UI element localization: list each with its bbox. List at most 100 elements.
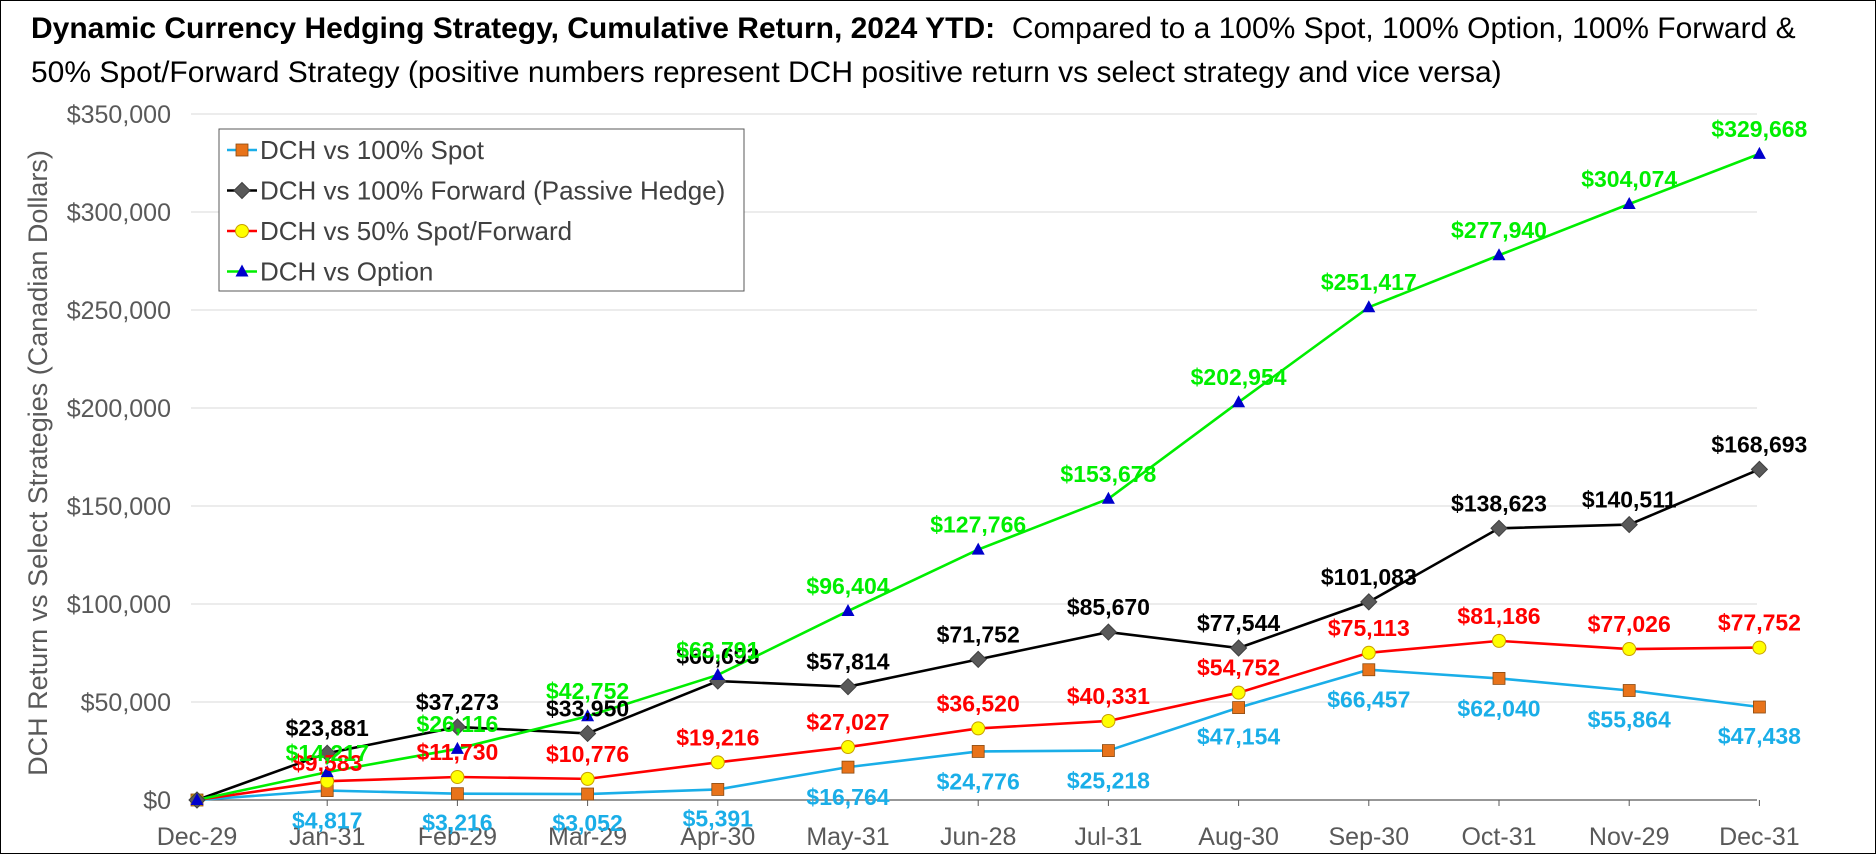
data-label-dch-vs-100-forward-passive-hedge: $138,623 bbox=[1451, 490, 1547, 516]
data-point-dch-vs-100-spot bbox=[971, 745, 985, 758]
data-point-dch-vs-option bbox=[1232, 395, 1246, 408]
data-label-dch-vs-option: $14,217 bbox=[286, 740, 369, 766]
data-point-dch-vs-option bbox=[841, 604, 855, 617]
data-point-dch-vs-100-forward-passive-hedge bbox=[448, 718, 467, 736]
data-point-dch-vs-100-spot bbox=[841, 760, 855, 774]
data-point-dch-vs-50-spot-forward bbox=[450, 770, 465, 785]
data-label-dch-vs-100-spot: $5,391 bbox=[683, 805, 754, 831]
data-label-dch-vs-option: $202,954 bbox=[1191, 364, 1287, 390]
data-point-dch-vs-100-forward-passive-hedge bbox=[969, 650, 987, 669]
data-point-dch-vs-100-spot bbox=[1102, 744, 1115, 757]
data-point-dch-vs-50-spot-forward bbox=[1752, 640, 1767, 655]
legend-entry-dch-vs-option: DCH vs Option bbox=[260, 257, 433, 287]
data-label-dch-vs-50-spot-forward: $77,026 bbox=[1588, 611, 1671, 637]
x-tick-label: Feb-29 bbox=[418, 823, 497, 851]
data-point-dch-vs-100-forward-passive-hedge bbox=[318, 744, 336, 762]
data-point-dch-vs-100-forward-passive-hedge bbox=[839, 677, 857, 696]
x-tick-label: Jul-31 bbox=[1074, 823, 1142, 851]
data-label-dch-vs-option: $26,116 bbox=[416, 711, 498, 737]
data-label-dch-vs-100-spot: $66,457 bbox=[1327, 687, 1410, 713]
data-point-dch-vs-100-spot bbox=[1753, 700, 1766, 714]
data-point-dch-vs-100-forward-passive-hedge bbox=[1490, 519, 1508, 538]
legend: DCH vs 100% Spot DCH vs 100% Forward (Pas… bbox=[218, 128, 745, 292]
data-point-dch-vs-50-spot-forward bbox=[1361, 645, 1376, 660]
data-label-dch-vs-option: $63,791 bbox=[676, 637, 759, 663]
data-label-dch-vs-100-forward-passive-hedge: $57,814 bbox=[806, 649, 889, 675]
data-label-dch-vs-option: $153,678 bbox=[1060, 461, 1156, 487]
x-tick-label: Oct-31 bbox=[1461, 823, 1536, 851]
data-point-dch-vs-option bbox=[1752, 146, 1766, 159]
y-axis-ticks: $0 $50,000 $100,000 $150,000 $200,000 $250,00… bbox=[67, 101, 171, 815]
data-label-dch-vs-100-spot: $62,040 bbox=[1457, 695, 1540, 721]
data-point-dch-vs-option bbox=[1362, 300, 1376, 313]
data-label-dch-vs-100-forward-passive-hedge: $85,670 bbox=[1067, 594, 1150, 620]
data-point-dch-vs-option bbox=[1101, 491, 1115, 504]
x-axis-ticks: Dec-29 Jan-31 Feb-29 Mar-29 Apr-30 May-31 Jun-… bbox=[157, 799, 1800, 851]
data-point-dch-vs-50-spot-forward bbox=[580, 771, 595, 786]
data-point-dch-vs-100-forward-passive-hedge bbox=[1750, 460, 1769, 479]
data-label-dch-vs-100-spot: $24,776 bbox=[937, 768, 1020, 794]
x-tick-label: Dec-29 bbox=[157, 823, 238, 851]
data-label-dch-vs-50-spot-forward: $77,752 bbox=[1718, 610, 1801, 636]
data-point-dch-vs-100-spot bbox=[711, 783, 725, 796]
data-point-dch-vs-option bbox=[190, 793, 204, 805]
x-tick-label: Jun-28 bbox=[940, 823, 1016, 851]
x-tick-label: Mar-29 bbox=[548, 823, 627, 851]
data-point-dch-vs-option bbox=[1622, 197, 1636, 210]
data-point-dch-vs-50-spot-forward bbox=[1492, 633, 1506, 648]
data-label-dch-vs-50-spot-forward: $19,216 bbox=[676, 724, 759, 750]
series-markers bbox=[188, 146, 1769, 809]
data-point-dch-vs-50-spot-forward bbox=[710, 755, 725, 770]
data-label-dch-vs-100-spot: $47,154 bbox=[1197, 724, 1280, 750]
data-label-dch-vs-option: $329,668 bbox=[1711, 116, 1807, 142]
legend-swatch-marker-dch-vs-50-spot-forward bbox=[235, 224, 249, 238]
data-label-dch-vs-option: $251,417 bbox=[1321, 269, 1417, 295]
data-label-dch-vs-100-forward-passive-hedge: $101,083 bbox=[1321, 564, 1417, 590]
legend-entry-dch-vs-50-spot-forward: DCH vs 50% Spot/Forward bbox=[260, 216, 572, 246]
data-label-dch-vs-100-spot: $3,216 bbox=[422, 810, 492, 836]
data-label-dch-vs-100-forward-passive-hedge: $60,693 bbox=[676, 643, 759, 669]
data-point-dch-vs-100-spot bbox=[1492, 672, 1506, 685]
data-point-dch-vs-50-spot-forward bbox=[1101, 713, 1116, 728]
data-point-dch-vs-option bbox=[971, 542, 985, 555]
data-label-dch-vs-100-forward-passive-hedge: $71,752 bbox=[937, 621, 1020, 647]
data-point-dch-vs-100-forward-passive-hedge bbox=[1229, 639, 1248, 657]
data-point-dch-vs-100-spot bbox=[1362, 663, 1376, 677]
data-label-dch-vs-50-spot-forward: $36,520 bbox=[937, 690, 1020, 716]
data-label-dch-vs-option: $277,940 bbox=[1451, 217, 1547, 243]
x-tick-label: Dec-31 bbox=[1719, 823, 1800, 851]
data-point-dch-vs-option bbox=[1492, 248, 1506, 261]
x-tick-label: Sep-30 bbox=[1328, 823, 1409, 851]
data-point-dch-vs-100-spot bbox=[450, 787, 464, 801]
chart-title-bold: Dynamic Currency Hedging Strategy, Cumul… bbox=[31, 12, 996, 45]
data-point-dch-vs-option bbox=[581, 709, 595, 722]
data-label-dch-vs-option: $304,074 bbox=[1581, 166, 1677, 192]
legend-entry-dch-vs-100-forward-passive-hedge: DCH vs 100% Forward (Passive Hedge) bbox=[260, 176, 725, 206]
data-point-dch-vs-option bbox=[711, 667, 725, 680]
data-label-dch-vs-50-spot-forward: $9,583 bbox=[292, 750, 362, 776]
data-point-dch-vs-100-forward-passive-hedge bbox=[1620, 515, 1638, 534]
data-labels: $4,817 $3,216 $3,052 $5,391 $16,764 $24,776 $2… bbox=[286, 116, 1808, 836]
x-tick-label: Apr-30 bbox=[680, 823, 755, 851]
data-label-dch-vs-50-spot-forward: $11,730 bbox=[416, 739, 498, 765]
data-point-dch-vs-100-spot bbox=[581, 787, 594, 801]
data-point-dch-vs-100-spot bbox=[1622, 684, 1636, 697]
y-tick-label: $0 bbox=[143, 787, 171, 815]
data-label-dch-vs-100-spot: $3,052 bbox=[552, 810, 622, 836]
y-tick-label: $250,000 bbox=[67, 297, 171, 325]
data-label-dch-vs-100-forward-passive-hedge: $168,693 bbox=[1711, 431, 1807, 457]
legend-swatch-marker-dch-vs-100-forward-passive-hedge bbox=[233, 181, 251, 200]
y-tick-label: $100,000 bbox=[67, 591, 171, 619]
y-tick-label: $150,000 bbox=[67, 493, 171, 521]
data-point-dch-vs-50-spot-forward bbox=[1231, 685, 1246, 700]
data-label-dch-vs-option: $96,404 bbox=[806, 573, 889, 599]
data-label-dch-vs-50-spot-forward: $54,752 bbox=[1197, 655, 1280, 681]
legend-entry-dch-vs-100-spot: DCH vs 100% Spot bbox=[260, 135, 485, 165]
data-label-dch-vs-100-forward-passive-hedge: $23,881 bbox=[286, 715, 369, 741]
data-label-dch-vs-100-spot: $55,864 bbox=[1588, 707, 1671, 733]
data-point-dch-vs-option bbox=[320, 765, 334, 778]
data-label-dch-vs-50-spot-forward: $81,186 bbox=[1457, 603, 1540, 629]
x-tick-label: May-31 bbox=[806, 823, 889, 851]
data-label-dch-vs-100-spot: $47,438 bbox=[1718, 723, 1801, 749]
